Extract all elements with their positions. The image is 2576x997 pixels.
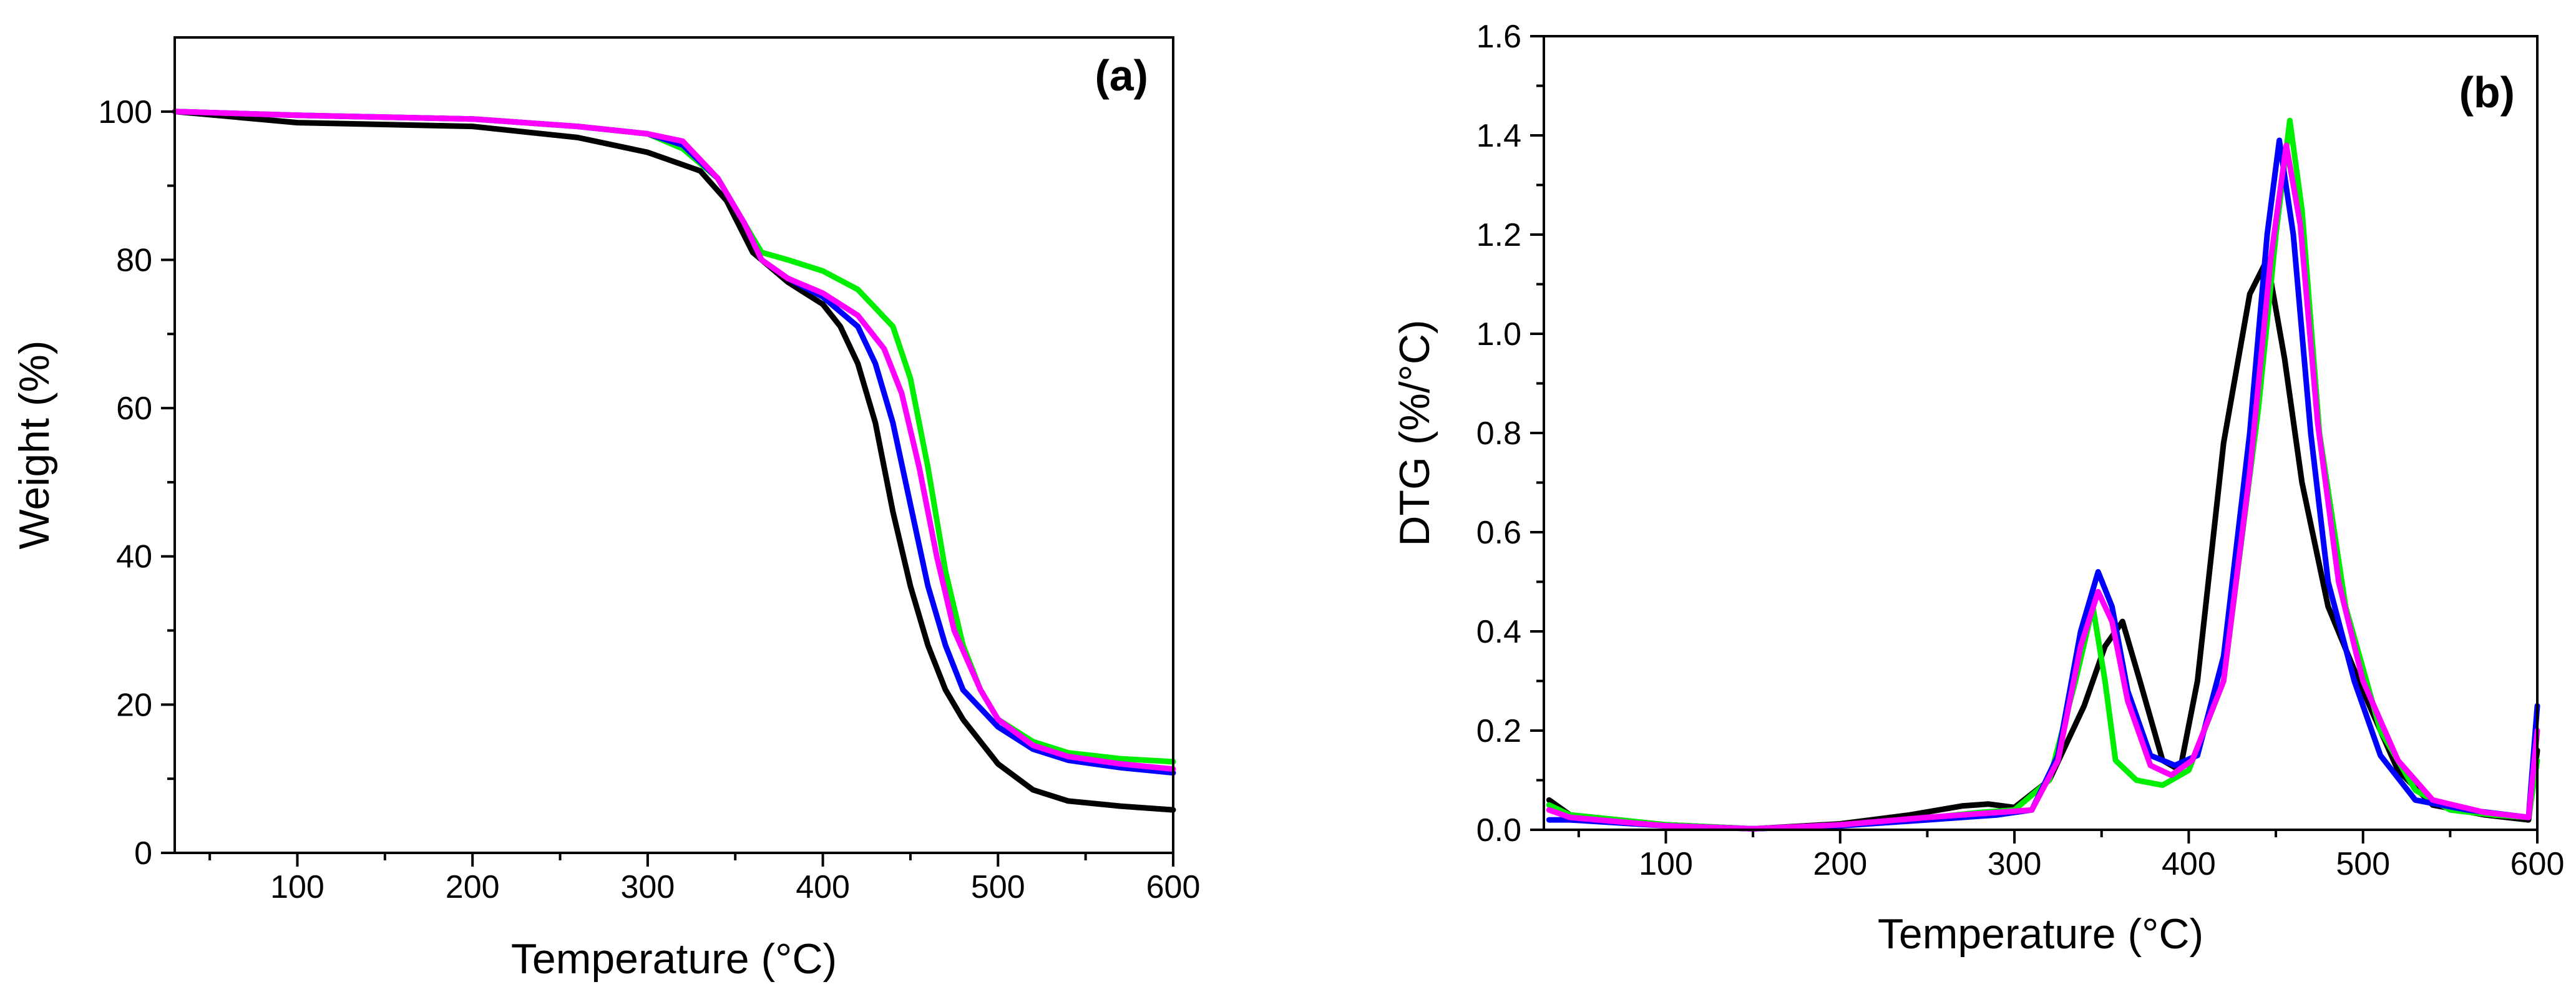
- x-tick-label-a: 500: [971, 869, 1025, 905]
- x-tick-label-a: 400: [796, 869, 850, 905]
- series-line-blue-a: [172, 109, 1176, 776]
- x-tick-label-b: 100: [1639, 846, 1693, 882]
- y-tick-label-b: 0.0: [1476, 812, 1521, 849]
- series-line-green-a: [172, 109, 1176, 765]
- y-tick-label-a: 0: [134, 835, 152, 872]
- series-line-magenta-b: [1546, 142, 2540, 832]
- x-axis-a: 100 200 300 400 500 600: [208, 853, 1201, 905]
- series-line-magenta-a: [172, 109, 1176, 772]
- x-tick-label-a: 300: [621, 869, 675, 905]
- series-lines-a: [172, 109, 1176, 813]
- plot-frame-a: [173, 36, 1174, 854]
- x-axis-title-b: Temperature (°C): [1878, 910, 2203, 958]
- y-tick-label-a: 80: [116, 242, 152, 278]
- y-axis-title-a: Weight (%): [11, 340, 58, 549]
- y-tick-label-a: 60: [116, 391, 152, 427]
- x-tick-label-b: 400: [2162, 846, 2216, 882]
- y-axis-b: 0.0 0.2 0.4 0.6 0.8 1.0 1.2 1.4 1.6: [1476, 19, 1544, 849]
- chart-panel-b: 100 200 300 400 500 600 0.0 0.2 0.4 0.6 0.8 1.0 1.2…: [1391, 19, 2564, 958]
- y-tick-label-b: 0.8: [1476, 416, 1521, 452]
- panel-label-b: (b): [2459, 68, 2515, 117]
- x-tick-label-b: 600: [2510, 846, 2565, 882]
- y-tick-label-a: 40: [116, 539, 152, 575]
- y-tick-label-b: 1.4: [1476, 118, 1521, 154]
- panel-label-a: (a): [1095, 51, 1148, 100]
- series-lines-b: [1546, 117, 2540, 832]
- chart-panel-a: 100 200 300 400 500 600 0 20 40 60 80 100 Temperat…: [11, 36, 1201, 983]
- x-tick-label-b: 500: [2336, 846, 2390, 882]
- x-tick-label-b: 200: [1813, 846, 1867, 882]
- y-tick-label-b: 0.2: [1476, 713, 1521, 749]
- x-tick-label-a: 600: [1146, 869, 1201, 905]
- y-tick-label-b: 0.4: [1476, 614, 1521, 650]
- y-axis-a: 0 20 40 60 80 100: [98, 94, 175, 872]
- x-tick-label-a: 200: [446, 869, 500, 905]
- x-axis-title-a: Temperature (°C): [511, 935, 837, 983]
- x-tick-label-a: 100: [270, 869, 324, 905]
- plot-frame-b: [1543, 35, 2539, 831]
- y-tick-label-b: 1.0: [1476, 316, 1521, 353]
- y-tick-label-a: 20: [116, 687, 152, 723]
- y-tick-label-b: 1.6: [1476, 19, 1521, 55]
- x-tick-label-b: 300: [1988, 846, 2042, 882]
- y-tick-label-b: 1.2: [1476, 217, 1521, 253]
- y-tick-label-b: 0.6: [1476, 515, 1521, 551]
- y-axis-title-b: DTG (%/°C): [1391, 319, 1438, 546]
- x-axis-b: 100 200 300 400 500 600: [1577, 830, 2565, 882]
- series-line-green-b: [1546, 117, 2540, 832]
- y-tick-label-a: 100: [98, 94, 152, 130]
- series-line-blue-b: [1546, 137, 2540, 832]
- series-line-black-a: [172, 109, 1176, 813]
